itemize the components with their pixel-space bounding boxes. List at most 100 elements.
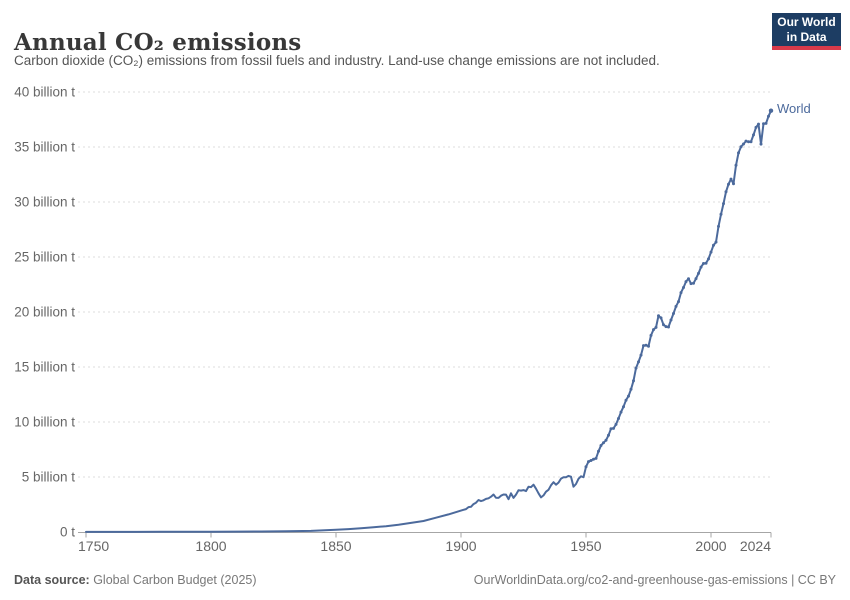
data-source-label: Data source: — [14, 573, 90, 587]
data-point-marker — [744, 139, 748, 143]
data-point-marker — [749, 140, 753, 144]
data-point-marker — [604, 438, 608, 442]
data-point-marker — [747, 140, 750, 144]
data-point-marker — [707, 257, 710, 261]
data-point-marker — [629, 387, 633, 391]
y-tick-label: 5 billion t — [22, 470, 76, 485]
data-point-marker — [654, 325, 658, 329]
data-point-marker — [674, 304, 678, 308]
data-point-marker — [644, 343, 648, 347]
data-point-marker — [684, 280, 688, 284]
x-tick-label: 1900 — [445, 538, 476, 554]
data-point-marker — [672, 312, 675, 315]
license-link[interactable]: OurWorldinData.org/co2-and-greenhouse-ga… — [473, 573, 836, 587]
owid-logo-line1: Our World — [777, 15, 836, 29]
y-tick-label: 40 billion t — [14, 85, 75, 100]
data-point-marker — [719, 212, 723, 216]
data-point-marker — [697, 271, 700, 275]
data-point-marker — [589, 459, 593, 462]
data-point-marker — [584, 465, 588, 469]
data-point-marker — [627, 394, 630, 398]
data-point-marker — [699, 265, 703, 269]
data-point-marker — [739, 145, 743, 149]
data-point-marker — [752, 133, 755, 137]
y-tick-label: 30 billion t — [14, 195, 75, 210]
data-point-marker — [617, 417, 620, 420]
data-point-marker — [642, 344, 645, 348]
data-point-marker — [652, 328, 655, 332]
data-point-marker — [679, 291, 683, 295]
data-point-marker — [709, 250, 713, 254]
data-point-marker — [682, 286, 685, 289]
data-point-marker — [714, 240, 718, 244]
data-point-marker — [687, 277, 690, 281]
data-point-marker — [762, 122, 765, 126]
data-point-marker — [594, 456, 598, 460]
data-point-marker — [602, 441, 605, 445]
data-point-marker — [612, 426, 615, 430]
data-point-marker — [754, 125, 758, 129]
y-tick-label: 15 billion t — [14, 360, 75, 375]
owid-logo-line2: in Data — [786, 30, 827, 44]
data-point-marker — [619, 410, 623, 414]
x-tick-label: 2000 — [695, 538, 726, 554]
x-tick-label: 1750 — [78, 538, 109, 554]
data-point-marker — [667, 325, 670, 329]
y-tick-label: 20 billion t — [14, 305, 75, 320]
data-point-marker — [614, 422, 618, 426]
world-line[interactable] — [85, 109, 772, 533]
data-point-marker — [659, 316, 663, 320]
data-point-marker — [657, 314, 660, 318]
data-point-marker — [677, 300, 680, 304]
data-point-marker — [622, 405, 625, 409]
data-point-marker — [632, 379, 635, 383]
data-point-marker — [764, 121, 768, 125]
data-point-marker — [732, 182, 735, 186]
data-point-marker — [704, 261, 708, 265]
data-point-marker — [649, 333, 653, 337]
data-point-marker — [664, 325, 668, 329]
data-point-marker — [742, 142, 745, 146]
data-point-marker — [647, 344, 650, 348]
data-point-marker — [727, 182, 730, 186]
data-point-marker — [599, 444, 603, 447]
x-tick-label: 2024 — [740, 538, 771, 554]
data-point-marker — [729, 177, 733, 181]
page-title: Annual CO₂ emissions — [14, 29, 302, 57]
y-tick-label: 25 billion t — [14, 250, 75, 265]
data-point-marker — [662, 323, 665, 327]
data-point-marker — [717, 224, 720, 228]
data-point-marker — [724, 190, 728, 194]
data-source-note: Data source: Global Carbon Budget (2025) — [14, 573, 257, 587]
x-tick-label: 1950 — [570, 538, 601, 554]
data-point-marker — [637, 360, 640, 364]
data-point-marker — [734, 163, 738, 167]
data-point-marker — [607, 433, 610, 437]
data-point-marker — [587, 460, 590, 464]
series-label-world[interactable]: World — [777, 101, 811, 116]
data-point-marker — [692, 281, 695, 285]
data-point-marker — [767, 114, 770, 118]
data-point-marker — [609, 427, 613, 431]
data-point-marker — [669, 318, 673, 322]
data-point-marker — [712, 243, 715, 247]
data-point-marker — [592, 457, 595, 461]
owid-logo[interactable]: Our World in Data — [772, 13, 841, 50]
data-point-marker — [759, 142, 763, 146]
x-tick-label: 1850 — [320, 538, 351, 554]
y-tick-label: 35 billion t — [14, 140, 75, 155]
data-point-marker — [722, 202, 725, 206]
data-point-marker — [634, 366, 638, 370]
data-point-marker — [624, 398, 628, 402]
data-point-marker — [702, 262, 705, 265]
data-point-marker — [597, 449, 600, 453]
y-tick-label: 0 t — [60, 525, 75, 540]
data-point-marker — [737, 151, 740, 155]
data-source-value: Global Carbon Budget (2025) — [89, 573, 257, 587]
chart-subtitle: Carbon dioxide (CO₂) emissions from foss… — [14, 53, 660, 68]
data-point-marker — [639, 353, 643, 357]
data-point-marker — [694, 277, 698, 281]
y-tick-label: 10 billion t — [14, 415, 75, 430]
